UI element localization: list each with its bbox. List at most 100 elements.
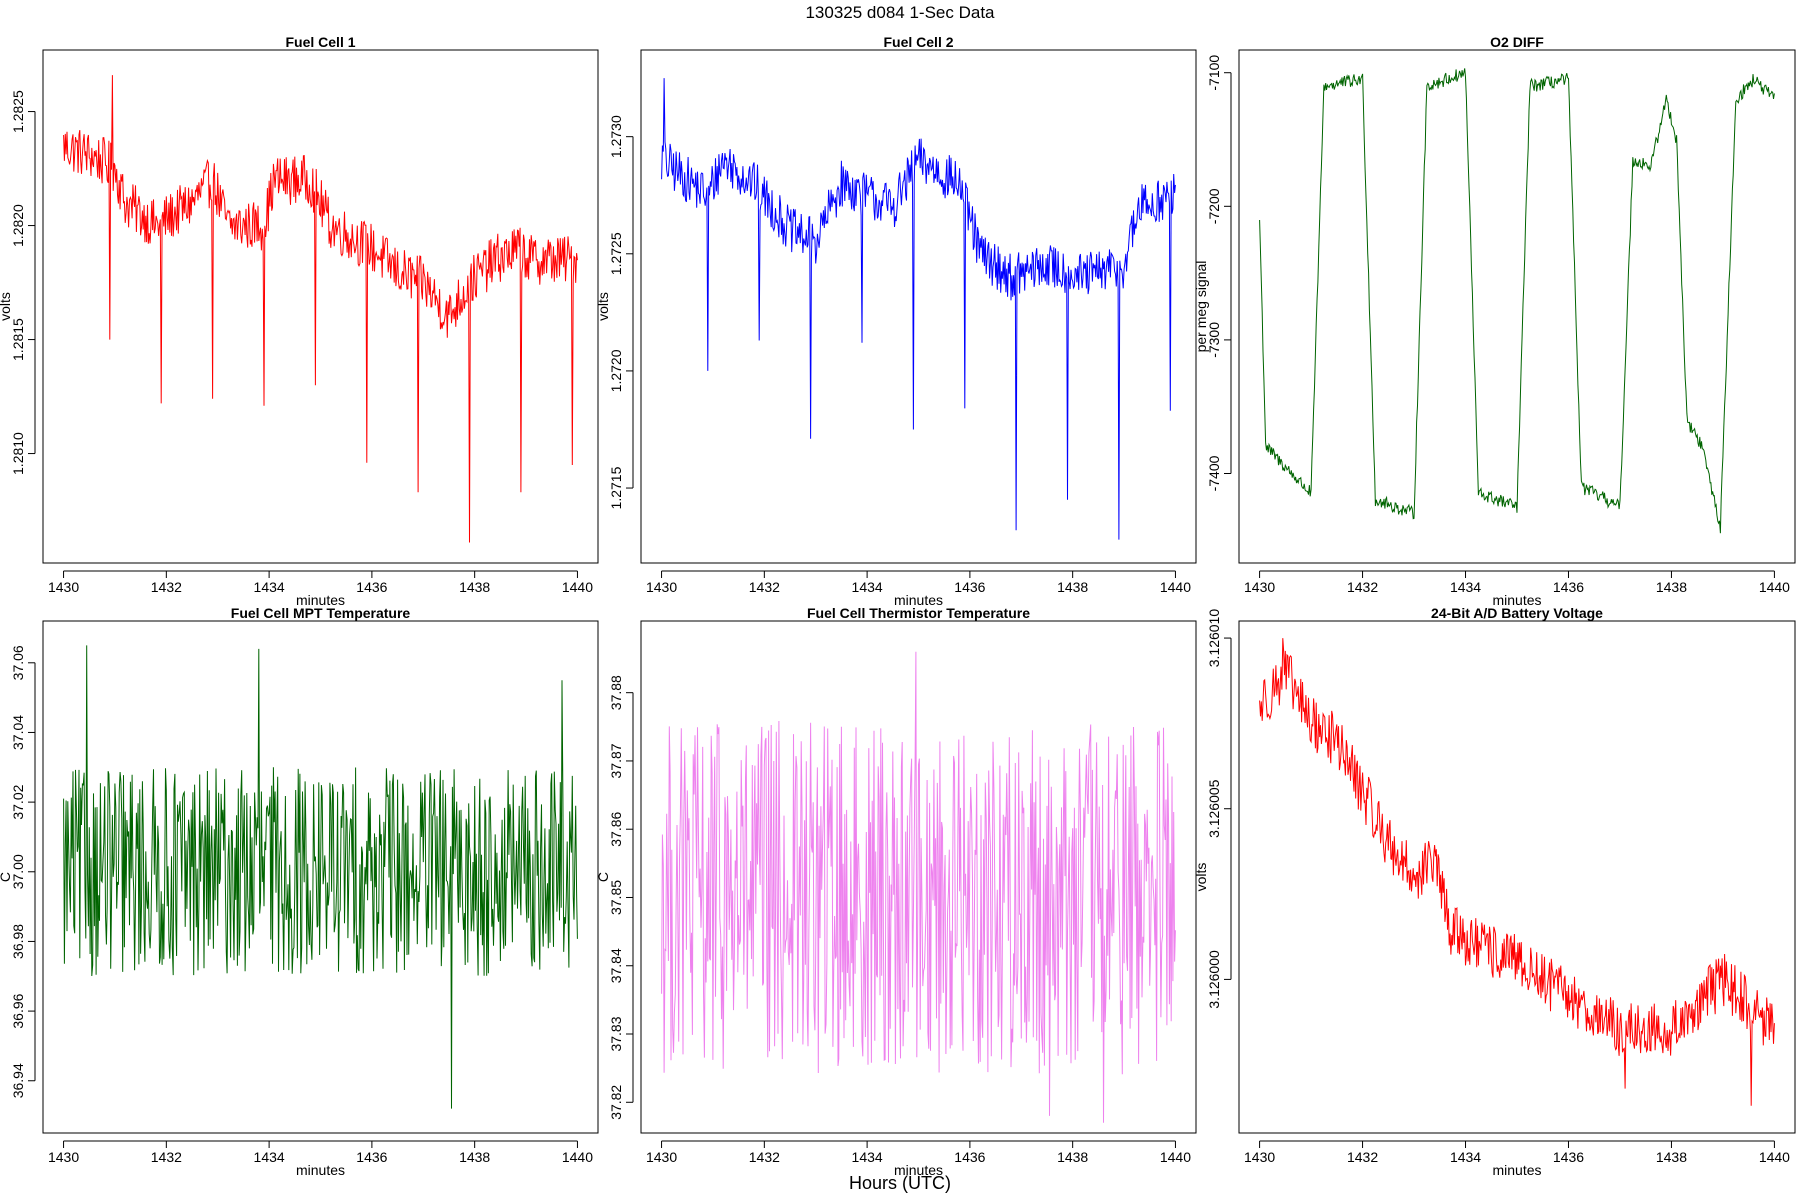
x-tick-label: 1434: [254, 1149, 285, 1165]
x-tick-label: 1432: [749, 579, 780, 595]
x-axis-label: minutes: [1492, 1162, 1541, 1178]
y-tick-label: 36.94: [10, 1063, 26, 1098]
y-axis-label: volts: [1193, 863, 1209, 892]
y-tick-label: 37.84: [608, 948, 624, 983]
chart-panel-4: Fuel Cell MPT Temperature 1430 1432 1434 143…: [0, 605, 599, 1178]
x-axis-label: minutes: [894, 1162, 943, 1178]
x-tick-label: 1434: [254, 579, 285, 595]
y-tick-label: 3.126010: [1206, 609, 1222, 668]
chart-panel-6: 24-Bit A/D Battery Voltage 1430 1432 1434 14…: [1193, 605, 1796, 1178]
y-tick-label: -7200: [1206, 188, 1222, 224]
y-axis-label: volts: [0, 292, 13, 321]
x-tick-label: 1434: [1450, 579, 1481, 595]
y-tick-label: 1.2730: [608, 115, 624, 158]
x-tick-label: 1430: [646, 579, 677, 595]
plot-frame: [42, 620, 599, 1134]
panel-title: Fuel Cell Thermistor Temperature: [807, 605, 1030, 621]
plot-frame: [42, 49, 599, 564]
x-tick-label: 1434: [1450, 1149, 1481, 1165]
plot-frame: [640, 620, 1197, 1134]
x-tick-label: 1432: [151, 1149, 182, 1165]
y-tick-label: -7400: [1206, 455, 1222, 491]
x-tick-label: 1434: [852, 579, 883, 595]
x-tick-label: 1436: [1553, 1149, 1584, 1165]
y-axis-label: C: [0, 872, 13, 882]
data-series-line: [1259, 638, 1775, 1106]
x-tick-label: 1434: [852, 1149, 883, 1165]
y-tick-label: 37.87: [608, 743, 624, 778]
data-series-line: [661, 78, 1176, 540]
y-tick-label: 1.2815: [10, 318, 26, 361]
plot-frame: [1238, 620, 1796, 1134]
x-tick-label: 1430: [1244, 579, 1275, 595]
x-tick-label: 1440: [562, 579, 593, 595]
y-tick-label: 36.96: [10, 993, 26, 1028]
x-tick-label: 1438: [459, 579, 490, 595]
x-tick-label: 1430: [48, 1149, 79, 1165]
x-tick-label: 1438: [1656, 1149, 1687, 1165]
x-tick-label: 1438: [1656, 579, 1687, 595]
x-tick-label: 1438: [1057, 579, 1088, 595]
y-tick-label: 1.2715: [608, 466, 624, 509]
x-tick-label: 1432: [151, 579, 182, 595]
panels-group: Fuel Cell 1 1430 1432 1434 1436 1438 1440 minut…: [0, 34, 1796, 1178]
x-tick-label: 1440: [1759, 1149, 1790, 1165]
y-axis-label: per meg signal: [1193, 261, 1209, 353]
x-tick-label: 1430: [1244, 1149, 1275, 1165]
y-tick-label: 3.126005: [1206, 779, 1222, 838]
y-tick-label: 37.06: [10, 645, 26, 680]
chart-panel-5: Fuel Cell Thermistor Temperature 1430 1432…: [595, 605, 1197, 1178]
panel-title: O2 DIFF: [1490, 34, 1544, 50]
x-tick-label: 1432: [1347, 1149, 1378, 1165]
y-tick-label: 37.86: [608, 811, 624, 846]
y-tick-label: 1.2825: [10, 90, 26, 133]
x-axis-label: minutes: [296, 1162, 345, 1178]
y-tick-label: -7100: [1206, 55, 1222, 91]
chart-panel-3: O2 DIFF 1430 1432 1434 1436 1438 1440 minutes -7…: [1193, 34, 1796, 608]
x-tick-label: 1438: [459, 1149, 490, 1165]
x-tick-label: 1430: [48, 579, 79, 595]
y-tick-label: -7300: [1206, 322, 1222, 358]
x-tick-label: 1430: [646, 1149, 677, 1165]
chart-panel-1: Fuel Cell 1 1430 1432 1434 1436 1438 1440 minut…: [0, 34, 599, 608]
x-tick-label: 1436: [954, 1149, 985, 1165]
y-tick-label: 37.82: [608, 1085, 624, 1120]
x-tick-label: 1436: [356, 579, 387, 595]
y-tick-label: 1.2810: [10, 432, 26, 475]
y-axis-label: C: [595, 872, 611, 882]
y-tick-label: 37.88: [608, 675, 624, 710]
x-tick-label: 1436: [1553, 579, 1584, 595]
figure-bottom-label: Hours (UTC): [849, 1173, 951, 1193]
x-tick-label: 1436: [356, 1149, 387, 1165]
data-series-line: [1259, 68, 1775, 534]
panel-title: Fuel Cell 1: [285, 34, 355, 50]
x-tick-label: 1432: [749, 1149, 780, 1165]
y-tick-label: 36.98: [10, 924, 26, 959]
x-tick-label: 1440: [1160, 1149, 1191, 1165]
x-tick-label: 1436: [954, 579, 985, 595]
y-tick-label: 3.126000: [1206, 950, 1222, 1009]
plot-frame: [640, 49, 1197, 564]
x-tick-label: 1438: [1057, 1149, 1088, 1165]
x-tick-label: 1432: [1347, 579, 1378, 595]
x-tick-label: 1440: [1160, 579, 1191, 595]
x-axis-label: minutes: [1492, 592, 1541, 608]
y-tick-label: 37.00: [10, 854, 26, 889]
plot-frame: [1238, 49, 1796, 564]
panel-title: 24-Bit A/D Battery Voltage: [1431, 605, 1603, 621]
y-tick-label: 37.83: [608, 1016, 624, 1051]
x-axis-label: minutes: [894, 592, 943, 608]
data-series-line: [63, 75, 578, 543]
y-tick-label: 37.02: [10, 784, 26, 819]
figure-title: 130325 d084 1-Sec Data: [805, 3, 995, 22]
x-axis-label: minutes: [296, 592, 345, 608]
data-series-line: [63, 645, 578, 1109]
data-series-line: [661, 651, 1176, 1123]
x-tick-label: 1440: [1759, 579, 1790, 595]
y-tick-label: 37.85: [608, 880, 624, 915]
y-tick-label: 1.2720: [608, 349, 624, 392]
y-tick-label: 37.04: [10, 715, 26, 750]
panel-title: Fuel Cell MPT Temperature: [231, 605, 411, 621]
